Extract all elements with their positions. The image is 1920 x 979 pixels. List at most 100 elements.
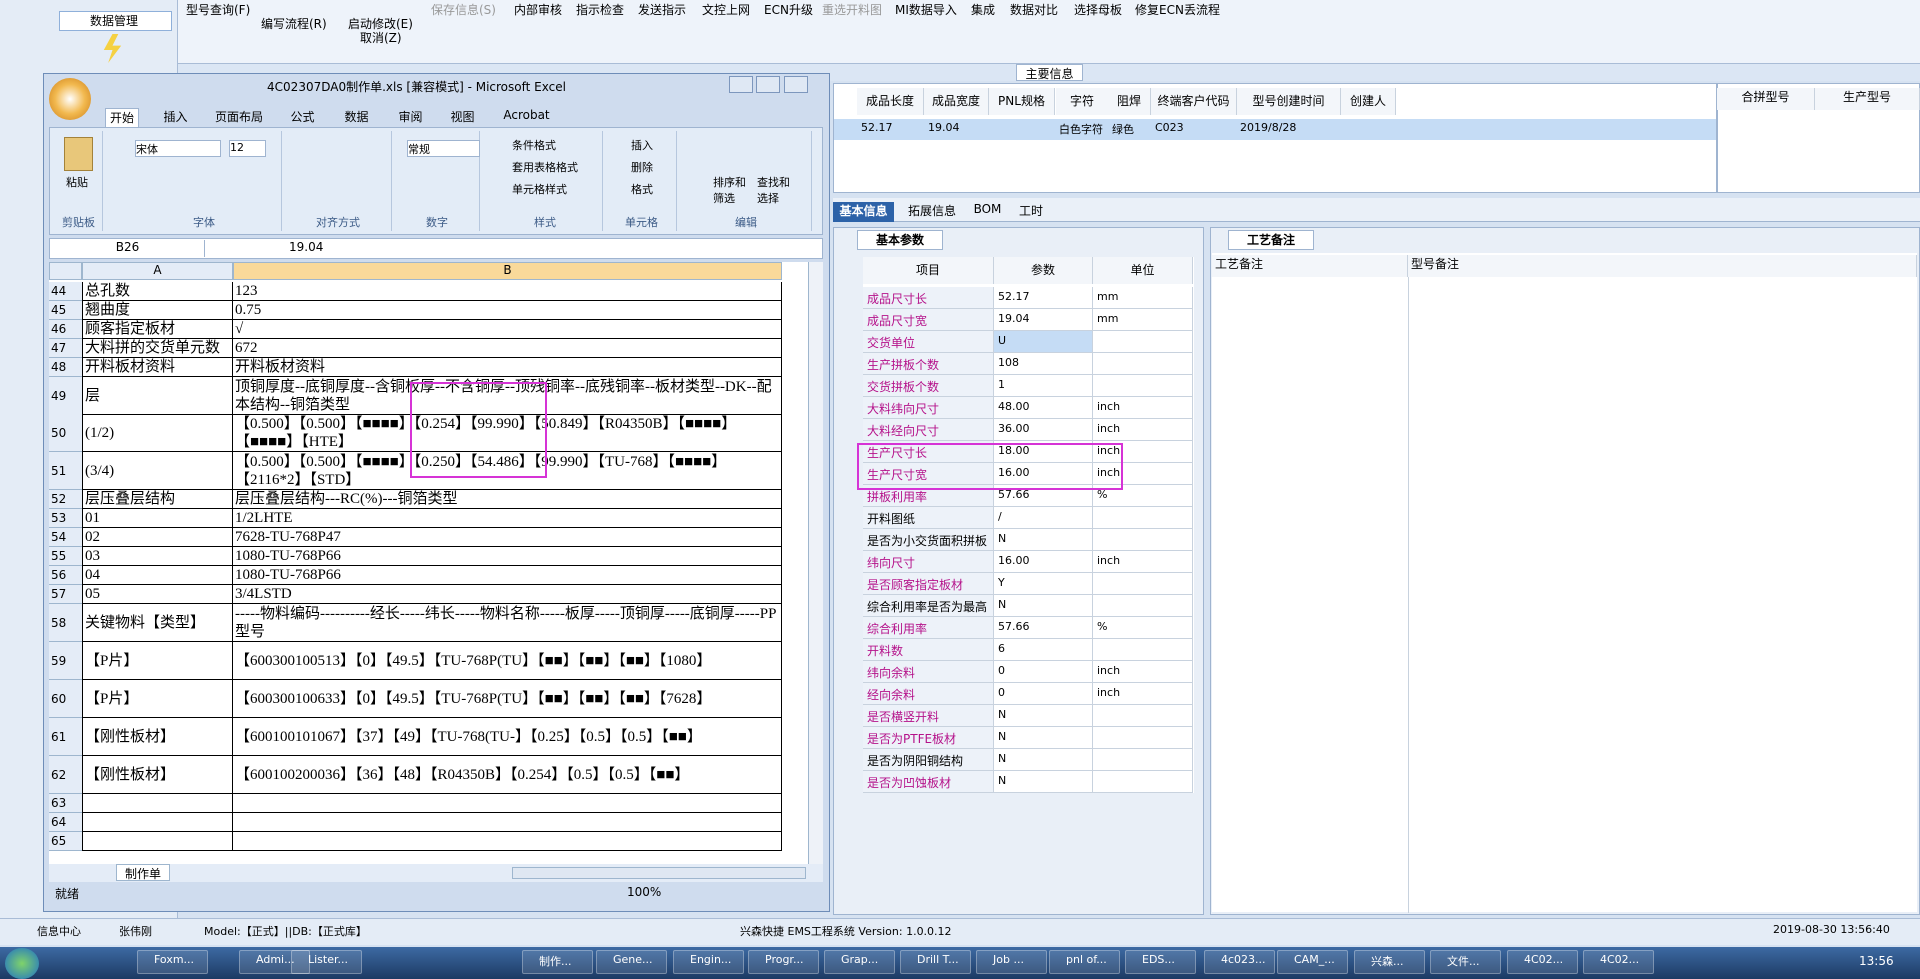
param-unit: % [1093, 617, 1193, 639]
param-name: 开料图纸 [863, 507, 994, 529]
row-header: 59 [49, 642, 82, 680]
cell: 【P片】 [82, 680, 233, 718]
tab[interactable]: 工时 [1018, 204, 1043, 218]
taskbar-item[interactable]: 制作... [522, 950, 593, 974]
toolbar-button[interactable]: 选择母板 [1074, 3, 1123, 17]
cell: 672 [233, 339, 782, 358]
param-name: 交货拼板个数 [863, 375, 994, 397]
divider [1408, 277, 1409, 913]
tab[interactable]: 拓展信息 [907, 204, 956, 218]
ribbon-button[interactable]: 查找和选择 [757, 176, 790, 205]
group-label: 编辑 [735, 216, 757, 229]
ribbon-tab[interactable]: 数据 [344, 110, 369, 124]
param-name: 是否顾客指定板材 [863, 573, 994, 595]
toolbar-button[interactable]: 内部审核 [514, 3, 563, 17]
taskbar-item[interactable]: Job ... [976, 950, 1047, 974]
ribbon-button[interactable]: 单元格样式 [512, 183, 567, 196]
ribbon-button[interactable]: 12 [229, 140, 266, 157]
taskbar-item[interactable]: Admi... [239, 950, 310, 974]
taskbar-item[interactable]: 兴森... [1354, 950, 1425, 974]
cell: 【600100101067】【37】【49】【TU-768(TU-】【0.25】… [233, 718, 782, 756]
cell: 层压叠层结构---RC(%)---铜箔类型 [233, 490, 782, 509]
param-name: 综合利用率是否为最高 [863, 595, 994, 617]
ribbon-tab[interactable]: 插入 [163, 110, 188, 124]
ribbon-button[interactable]: 粘贴 [66, 176, 88, 189]
column-header: 项目 [863, 257, 994, 284]
taskbar-item[interactable]: Gene... [596, 950, 667, 974]
toolbar-button[interactable]: 数据对比 [1010, 3, 1059, 17]
cell: 【600100200036】【36】【48】【R04350B】【0.254】【0… [233, 756, 782, 794]
ribbon-button[interactable]: 删除 [631, 161, 653, 174]
ribbon-button[interactable]: 插入 [631, 139, 653, 152]
cell: (1/2) [82, 414, 233, 452]
cell: 【刚性板材】 [82, 756, 233, 794]
ribbon-tab[interactable]: 视图 [450, 110, 475, 124]
toolbar-button[interactable]: 指示检查 [576, 3, 625, 17]
taskbar-item[interactable]: 4C02... [1583, 950, 1654, 974]
ribbon-button[interactable]: 排序和筛选 [713, 176, 746, 205]
taskbar-item[interactable]: CAM_... [1277, 950, 1348, 974]
param-value: 16.00 [994, 463, 1093, 485]
toolbar-button[interactable]: ECN升级 [764, 3, 813, 17]
toolbar-button[interactable]: 集成 [971, 3, 996, 17]
taskbar-item[interactable]: 4c023... [1204, 950, 1275, 974]
taskbar-item[interactable]: Progr... [748, 950, 819, 974]
param-name: 大料经向尺寸 [863, 419, 994, 441]
param-name: 是否为凹蚀板材 [863, 771, 994, 793]
tab[interactable]: BOM [973, 202, 1002, 216]
ribbon-tab[interactable]: 页面布局 [214, 110, 263, 124]
param-unit: inch [1093, 397, 1193, 419]
taskbar-item[interactable]: Drill T... [900, 950, 971, 974]
taskbar-item[interactable]: Grap... [824, 950, 895, 974]
toolbar-button[interactable]: 编写流程(R) [261, 17, 327, 31]
param-value: 18.00 [994, 441, 1093, 463]
taskbar-item[interactable]: Lister... [291, 950, 362, 974]
ribbon-tab[interactable]: Acrobat [503, 108, 550, 122]
cell: (3/4) [82, 452, 233, 490]
tab[interactable]: 基本信息 [833, 202, 894, 222]
toolbar-button[interactable]: MI数据导入 [895, 3, 957, 17]
column-header: B [233, 262, 782, 280]
param-unit [1093, 639, 1193, 661]
toolbar-button[interactable]: 修复ECN丢流程 [1135, 3, 1220, 17]
taskbar-item[interactable]: Engin... [673, 950, 744, 974]
ribbon-button[interactable]: 条件格式 [512, 139, 556, 152]
param-unit [1093, 353, 1193, 375]
cell: 层 [82, 377, 233, 415]
param-name: 大料纬向尺寸 [863, 397, 994, 419]
taskbar-item[interactable]: EDS... [1125, 950, 1196, 974]
taskbar-item[interactable]: pnl of... [1049, 950, 1120, 974]
ribbon-tab[interactable]: 开始 [105, 108, 139, 128]
param-unit [1093, 331, 1193, 353]
taskbar-item[interactable]: 文件... [1430, 950, 1501, 974]
toolbar-button[interactable]: 启动修改(E) [348, 17, 413, 31]
param-name: 生产尺寸长 [863, 441, 994, 463]
ribbon-button[interactable]: 宋体 [135, 140, 221, 157]
cell: C023 [1155, 121, 1184, 134]
param-name: 是否横竖开料 [863, 705, 994, 727]
ribbon-button[interactable]: 常规 [407, 140, 480, 157]
ribbon-tab[interactable]: 审阅 [398, 110, 423, 124]
toolbar-button[interactable]: 发送指示 [638, 3, 687, 17]
toolbar-button[interactable]: 型号查询(F) [186, 3, 251, 17]
toolbar-button[interactable]: 保存信息(S) [431, 3, 496, 17]
ribbon-button[interactable]: 套用表格格式 [512, 161, 578, 174]
ribbon-button[interactable]: 格式 [631, 183, 653, 196]
toolbar-button[interactable]: 取消(Z) [360, 31, 402, 45]
ribbon-tab[interactable]: 公式 [290, 110, 315, 124]
cell: 03 [82, 547, 233, 566]
taskbar-item[interactable]: Foxm... [137, 950, 208, 974]
param-name: 开料数 [863, 639, 994, 661]
param-name: 是否为小交货面积拼板 [863, 529, 994, 551]
param-value: N [994, 529, 1093, 551]
cell: 7628-TU-768P47 [233, 528, 782, 547]
paste-icon [64, 137, 93, 171]
row-header: 49 [49, 377, 82, 415]
toolbar-button[interactable]: 重选开料图 [822, 3, 883, 17]
taskbar-item[interactable]: 4C02... [1507, 950, 1578, 974]
sheet-tab[interactable]: 制作单 [116, 864, 170, 881]
name-box[interactable]: B26 [51, 240, 205, 257]
param-value: 52.17 [994, 287, 1093, 309]
param-unit: inch [1093, 661, 1193, 683]
toolbar-button[interactable]: 文控上网 [702, 3, 751, 17]
